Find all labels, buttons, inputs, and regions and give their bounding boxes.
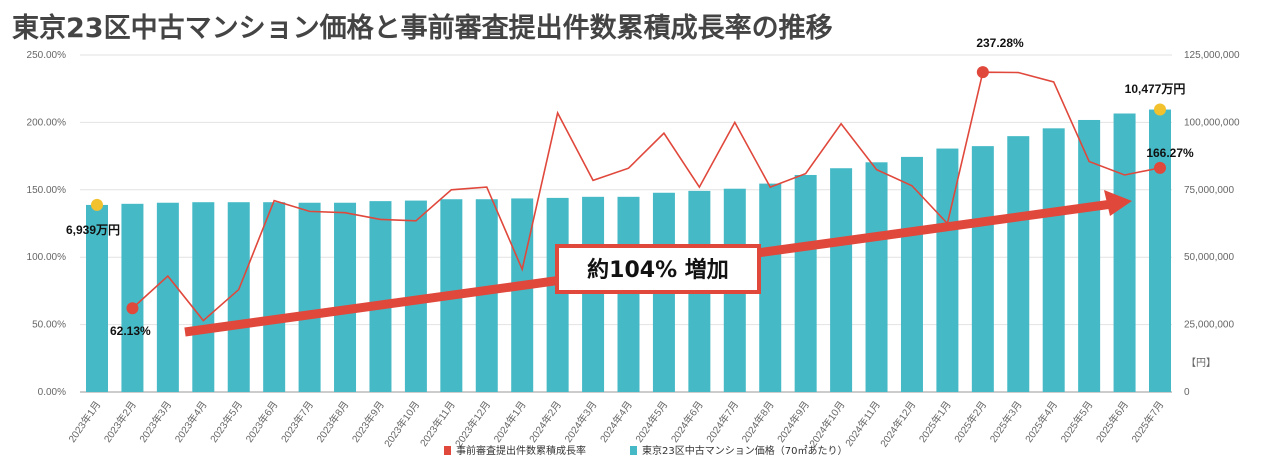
legend-label-price: 東京23区中古マンション価格（70㎡あたり）	[642, 444, 847, 457]
bar	[298, 202, 321, 392]
x-tick-label: 2024年1月	[491, 398, 529, 445]
chart-title: 東京23区中古マンション価格と事前審査提出件数累積成長率の推移	[12, 13, 833, 44]
x-tick-label: 2025年4月	[1022, 398, 1060, 445]
bar	[794, 174, 817, 392]
trend-arrow-head	[1104, 190, 1132, 216]
end-price-label: 10,477万円	[1125, 82, 1186, 96]
x-tick-label: 2024年8月	[739, 398, 777, 445]
x-tick-label: 2025年7月	[1128, 398, 1166, 445]
bar	[936, 148, 959, 392]
right-axis-unit: 【円】	[1186, 357, 1216, 369]
increase-annotation: 約104% 増加	[587, 257, 729, 283]
x-tick-label: 2023年9月	[349, 398, 387, 445]
left-tick-label: 100.00%	[27, 252, 67, 263]
x-tick-label: 2024年3月	[561, 398, 599, 445]
x-tick-label: 2024年9月	[774, 398, 812, 445]
bar	[227, 202, 250, 392]
x-tick-label: 2023年8月	[313, 398, 351, 445]
bar	[1078, 119, 1101, 392]
x-tick-label: 2024年7月	[703, 398, 741, 445]
bar	[830, 168, 853, 392]
x-tick-label: 2024年2月	[526, 398, 564, 445]
x-tick-label: 2023年11月	[417, 398, 458, 449]
left-tick-label: 150.00%	[27, 185, 67, 196]
bar	[334, 202, 357, 392]
bar	[1007, 136, 1030, 392]
bar	[546, 197, 569, 392]
x-tick-label: 2023年12月	[452, 398, 493, 449]
x-tick-label: 2025年1月	[916, 398, 954, 445]
right-tick-label: 0	[1184, 387, 1190, 398]
right-tick-label: 125,000,000	[1184, 50, 1240, 61]
legend-swatch-rate	[444, 446, 451, 455]
right-tick-label: 100,000,000	[1184, 117, 1240, 128]
peak-rate-label: 237.28%	[976, 36, 1024, 50]
bar	[192, 202, 215, 392]
bar	[1149, 109, 1171, 393]
bar	[759, 183, 782, 392]
x-tick-label: 2025年2月	[951, 398, 989, 445]
x-tick-label: 2023年3月	[136, 398, 174, 445]
bar	[156, 202, 179, 392]
start-rate-label: 62.13%	[110, 324, 151, 338]
left-tick-label: 200.00%	[27, 117, 67, 128]
right-tick-label: 50,000,000	[1184, 252, 1234, 263]
x-tick-label: 2025年3月	[987, 398, 1025, 445]
bar	[475, 199, 498, 392]
bar	[511, 198, 534, 392]
price-marker	[1154, 103, 1166, 116]
bar	[865, 162, 888, 392]
bar	[900, 156, 923, 392]
bar	[1113, 113, 1136, 392]
x-tick-label: 2024年12月	[877, 398, 918, 449]
left-tick-label: 0.00%	[38, 387, 66, 398]
bar	[1042, 128, 1065, 392]
right-tick-label: 75,000,000	[1184, 185, 1234, 196]
x-tick-label: 2025年5月	[1058, 398, 1096, 445]
price-marker	[91, 198, 103, 211]
bar	[971, 146, 994, 392]
left-tick-label: 250.00%	[27, 50, 67, 61]
bar	[369, 201, 392, 392]
bar	[617, 196, 640, 392]
x-tick-label: 2024年5月	[632, 398, 670, 445]
end-rate-label: 166.27%	[1146, 146, 1194, 160]
x-tick-label: 2024年4月	[597, 398, 635, 445]
x-tick-label: 2023年7月	[278, 398, 316, 445]
bar	[86, 204, 108, 392]
rate-marker	[126, 302, 139, 315]
bar	[121, 203, 144, 392]
x-tick-label: 2023年4月	[172, 398, 210, 445]
bar	[582, 196, 605, 392]
x-tick-label: 2025年6月	[1093, 398, 1131, 445]
increase-annotation-box	[555, 244, 761, 294]
right-tick-label: 25,000,000	[1184, 320, 1234, 331]
x-tick-label: 2023年5月	[207, 398, 245, 445]
x-tick-label: 2024年6月	[668, 398, 706, 445]
rate-marker	[976, 66, 989, 79]
legend-label-rate: 事前審査提出件数累積成長率	[456, 444, 586, 457]
x-tick-label: 2023年2月	[101, 398, 139, 445]
x-tick-label: 2023年10月	[381, 398, 422, 449]
x-tick-label: 2023年1月	[65, 398, 103, 445]
x-tick-label: 2024年10月	[806, 398, 847, 449]
rate-marker	[1154, 161, 1166, 174]
left-tick-label: 50.00%	[32, 320, 66, 331]
x-tick-label: 2024年11月	[842, 398, 883, 449]
start-price-label: 6,939万円	[66, 223, 120, 237]
legend-swatch-price	[630, 446, 637, 455]
bar	[263, 202, 286, 392]
x-tick-label: 2023年6月	[243, 398, 281, 445]
